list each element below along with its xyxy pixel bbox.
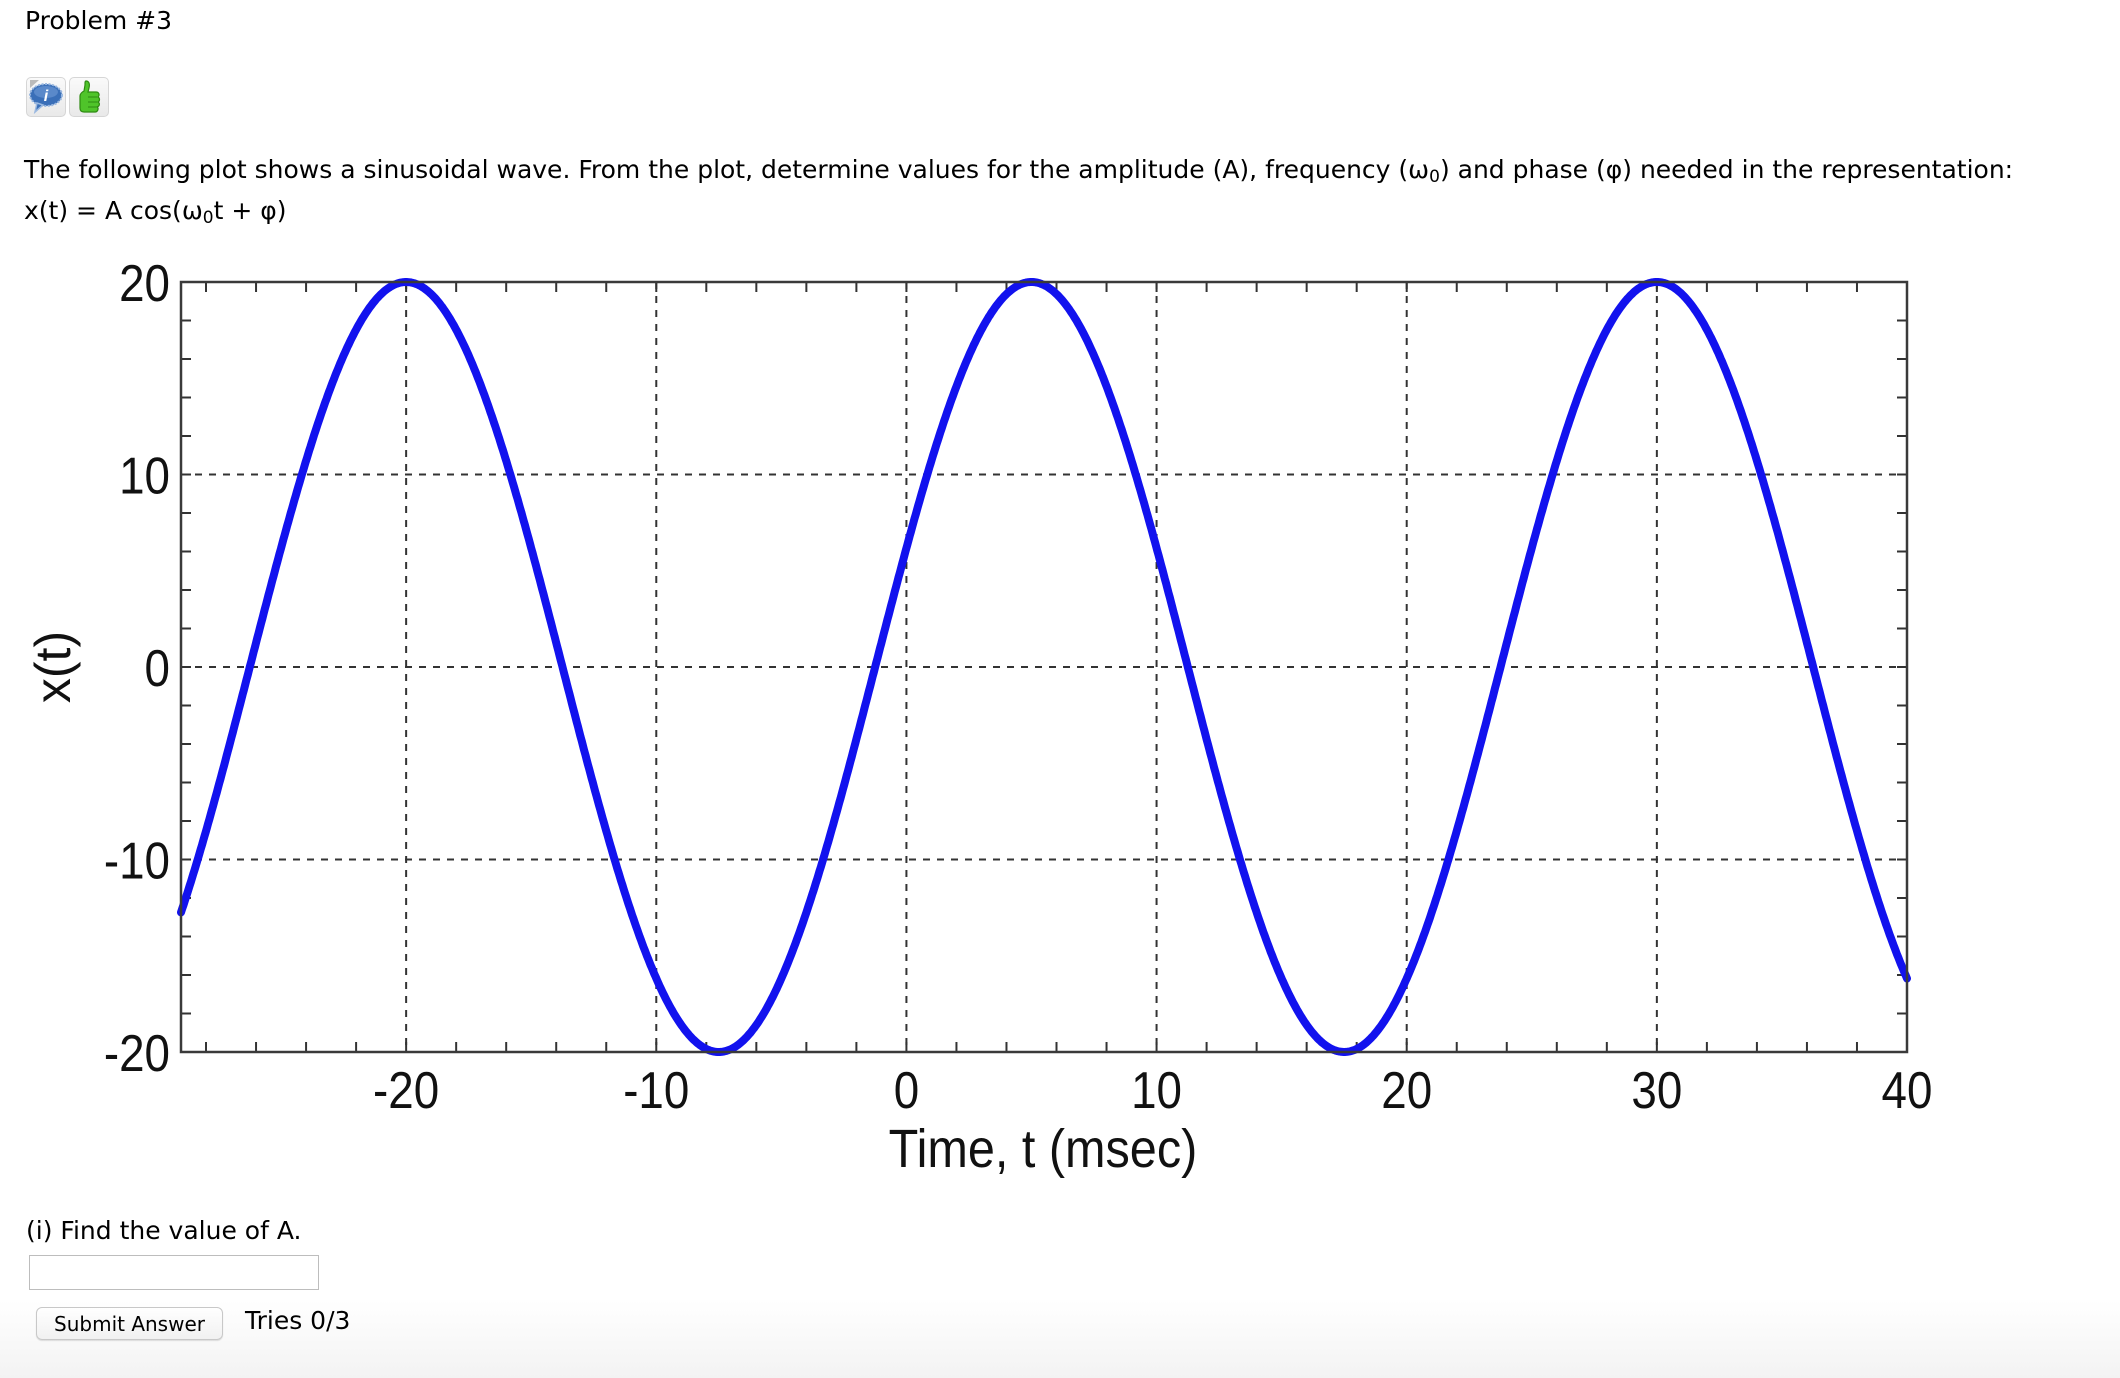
- formula: x(t) = A cos(ω0t + φ): [24, 196, 286, 228]
- thumbs-up-icon: [79, 80, 101, 113]
- formula-subscript: 0: [202, 208, 214, 228]
- question-text-part1: The following plot shows a sinusoidal wa…: [24, 155, 1430, 184]
- axis-ticks: [181, 281, 1908, 1053]
- y-axis-label: x(t): [25, 631, 81, 703]
- y-tick-label: -10: [104, 833, 170, 890]
- y-tick-labels: 20 10 0 -10 -20: [104, 255, 170, 1082]
- x-tick-label: 20: [1381, 1062, 1432, 1119]
- svg-text:i: i: [44, 88, 49, 105]
- y-tick-label: 10: [119, 448, 170, 505]
- x-tick-labels: -20 -10 0 10 20 30 40: [373, 1062, 1932, 1119]
- problem-title: Problem #3: [25, 6, 173, 35]
- x-axis-label: Time, t (msec): [889, 1118, 1198, 1179]
- x-tick-label: -20: [373, 1062, 439, 1119]
- y-tick-label: 20: [119, 255, 170, 312]
- part-i-prompt: (i) Find the value of A.: [26, 1216, 302, 1245]
- grid-lines: [181, 282, 1907, 1052]
- question-text: The following plot shows a sinusoidal wa…: [24, 155, 2013, 187]
- tries-counter: Tries 0/3: [245, 1306, 351, 1335]
- y-tick-label: -20: [104, 1025, 170, 1082]
- omega-subscript: 0: [1429, 167, 1440, 187]
- answer-a-input[interactable]: [29, 1255, 319, 1290]
- info-button[interactable]: i: [26, 77, 66, 117]
- submit-answer-button[interactable]: Submit Answer: [36, 1307, 223, 1340]
- x-tick-label: 0: [894, 1062, 919, 1119]
- formula-part1: x(t) = A cos(ω: [24, 196, 203, 225]
- formula-part2: t + φ): [213, 196, 287, 225]
- x-tick-label: 40: [1882, 1062, 1933, 1119]
- y-tick-label: 0: [145, 640, 170, 697]
- thumbs-up-button[interactable]: [69, 77, 109, 117]
- question-text-part2: ) and phase (φ) needed in the representa…: [1439, 155, 2014, 184]
- x-tick-label: -10: [623, 1062, 689, 1119]
- sinusoid-curve: [177, 278, 1911, 1056]
- x-tick-label: 10: [1131, 1062, 1182, 1119]
- sinusoid-chart: -20 -10 0 10 20 30 40 20 10 0 -10 -20 Time, t (mse…: [25, 255, 1932, 1179]
- x-tick-label: 30: [1631, 1062, 1682, 1119]
- plot-frame: [179, 280, 1909, 1054]
- info-speech-bubble-icon: i: [29, 80, 63, 115]
